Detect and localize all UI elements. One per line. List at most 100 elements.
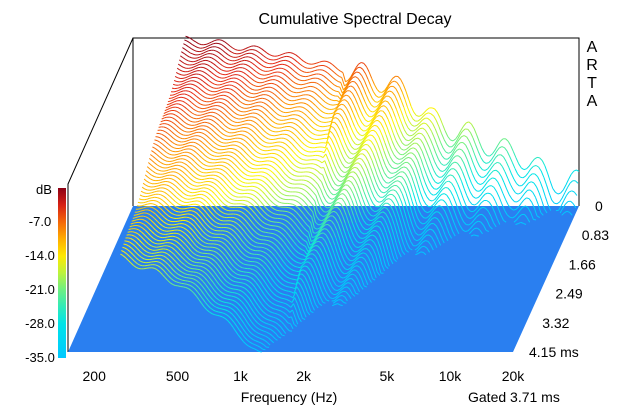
decay-slice-1-segment xyxy=(202,46,206,49)
decay-slice-9-segment xyxy=(343,104,347,109)
decay-slice-32-segment xyxy=(228,174,232,178)
decay-slice-7-segment xyxy=(225,73,229,76)
decay-slice-35-segment xyxy=(227,191,231,195)
decay-slice-7-segment xyxy=(426,165,431,173)
decay-slice-48-segment xyxy=(253,265,257,267)
decay-slice-5-segment xyxy=(486,179,491,183)
decay-slice-40-segment xyxy=(177,188,182,192)
decay-slice-27-segment xyxy=(366,235,371,239)
decay-slice-0-segment xyxy=(523,168,527,171)
decay-slice-27-segment xyxy=(311,197,316,202)
decay-slice-49-segment xyxy=(155,214,159,218)
decay-slice-27-segment xyxy=(306,191,310,195)
decay-slice-32-segment xyxy=(338,245,342,254)
decay-slice-2-segment xyxy=(238,55,242,58)
decay-slice-20-segment xyxy=(345,174,349,179)
decay-slice-9-segment xyxy=(178,73,182,76)
decay-slice-8-segment xyxy=(425,174,430,182)
decay-slice-27-segment xyxy=(243,162,248,166)
decay-slice-22-segment xyxy=(319,172,323,176)
decay-slice-10-segment xyxy=(460,216,465,223)
decay-slice-18-segment xyxy=(263,130,267,134)
decay-slice-41-segment xyxy=(148,185,152,188)
decay-slice-41-segment xyxy=(281,252,286,257)
decay-slice-2-segment xyxy=(209,46,213,49)
decay-slice-15-segment xyxy=(382,185,386,189)
decay-slice-34-segment xyxy=(309,242,314,246)
decay-slice-7-segment xyxy=(424,158,428,166)
decay-slice-16-segment xyxy=(409,218,414,227)
decay-slice-13-segment xyxy=(250,103,254,105)
decay-slice-24-segment xyxy=(338,190,342,195)
decay-slice-6-segment xyxy=(443,170,448,176)
decay-slice-0-segment xyxy=(568,174,572,180)
decay-slice-43-segment xyxy=(337,303,341,306)
decay-slice-6-segment xyxy=(215,65,219,69)
decay-slice-28-segment xyxy=(318,219,322,222)
decay-slice-7-segment xyxy=(476,200,481,204)
decay-slice-11-segment xyxy=(341,116,346,123)
decay-slice-14-segment xyxy=(417,217,421,223)
decay-slice-29-segment xyxy=(181,146,185,149)
decay-slice-22-segment xyxy=(246,136,250,140)
decay-slice-18-segment xyxy=(323,147,328,153)
decay-slice-8-segment xyxy=(210,71,215,75)
decay-slice-28-segment xyxy=(305,196,309,201)
decay-slice-32-segment xyxy=(306,224,310,228)
decay-slice-22-segment xyxy=(251,141,255,145)
decay-slice-4-segment xyxy=(288,71,292,75)
decay-slice-18-segment xyxy=(405,226,409,236)
decay-slice-3-segment xyxy=(504,171,509,179)
decay-slice-12-segment xyxy=(437,199,441,203)
decay-slice-37-segment xyxy=(356,285,360,292)
decay-slice-16-segment xyxy=(381,191,385,194)
decay-slice-41-segment xyxy=(166,184,170,187)
decay-slice-8-segment xyxy=(263,83,267,86)
decay-slice-1-segment xyxy=(299,63,303,67)
decay-slice-29-segment xyxy=(348,244,353,251)
decay-slice-19-segment xyxy=(398,217,403,227)
decay-slice-5-segment xyxy=(502,193,507,200)
decay-slice-1-segment xyxy=(265,57,269,60)
decay-slice-3-segment xyxy=(334,84,338,87)
decay-slice-13-segment xyxy=(370,141,375,146)
decay-slice-33-segment xyxy=(172,159,176,162)
decay-slice-34-segment xyxy=(270,211,274,214)
decay-slice-7-segment xyxy=(277,80,281,83)
decay-slice-28-segment xyxy=(315,215,320,221)
decay-slice-46-segment xyxy=(197,219,202,224)
decay-slice-14-segment xyxy=(343,149,348,156)
decay-slice-6-segment xyxy=(244,68,248,71)
decay-slice-22-segment xyxy=(217,129,221,133)
decay-slice-42-segment xyxy=(197,200,200,202)
decay-slice-8-segment xyxy=(239,75,244,78)
decay-slice-46-segment xyxy=(195,216,199,221)
decay-slice-17-segment xyxy=(293,133,297,137)
decay-slice-40-segment xyxy=(269,236,273,239)
decay-slice-8-segment xyxy=(310,95,314,99)
decay-slice-15-segment xyxy=(329,130,333,134)
decay-slice-47-segment xyxy=(181,216,185,219)
decay-slice-35-segment xyxy=(348,271,352,275)
decay-slice-1-segment xyxy=(385,84,390,90)
decay-slice-10-segment xyxy=(413,161,417,169)
decay-slice-3-segment xyxy=(412,129,417,132)
decay-slice-21-segment xyxy=(215,122,220,126)
decay-slice-23-segment xyxy=(339,187,344,192)
decay-slice-24-segment xyxy=(354,207,358,216)
decay-slice-29-segment xyxy=(236,166,240,170)
decay-slice-1-segment xyxy=(554,202,558,205)
decay-slice-3-segment xyxy=(570,200,574,204)
decay-slice-38-segment xyxy=(253,217,257,222)
decay-slice-19-segment xyxy=(275,137,279,140)
decay-slice-7-segment xyxy=(484,192,488,195)
decay-slice-46-segment xyxy=(265,264,270,269)
decay-slice-35-segment xyxy=(293,227,297,232)
decay-slice-10-segment xyxy=(258,91,262,94)
decay-slice-18-segment xyxy=(431,236,435,242)
decay-slice-47-segment xyxy=(168,215,172,218)
decay-slice-43-segment xyxy=(290,273,294,276)
decay-slice-30-segment xyxy=(237,173,242,177)
decay-slice-10-segment xyxy=(423,191,428,198)
decay-slice-0-segment xyxy=(421,112,425,116)
